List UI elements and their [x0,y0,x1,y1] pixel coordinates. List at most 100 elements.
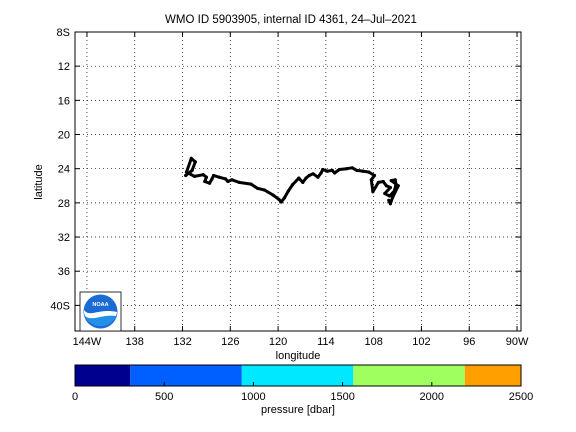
trajectory-point [376,180,380,184]
x-tick-label: 144W [73,336,102,348]
colorbar-label: pressure [dbar] [261,404,335,416]
x-axis-ticks: 144W 138 132 126 120 114 108 102 96 90W [73,32,529,348]
x-tick-label: 108 [364,336,382,348]
trajectory-point [388,202,392,206]
trajectory-point [392,189,396,193]
trajectory-point [350,166,354,170]
trajectory-point [189,156,193,160]
trajectory-point [361,169,365,173]
trajectory-point [301,180,305,184]
y-tick-label: 28 [58,198,70,210]
trajectory-point [330,168,334,172]
y-tick-label: 32 [58,232,70,244]
trajectory-point [391,195,395,199]
colorbar-segment [75,365,131,386]
trajectory-point [262,188,267,192]
y-tick-label: 36 [58,266,70,278]
colorbar-frame [74,364,522,387]
trajectory-point [204,175,208,179]
trajectory-point [384,184,388,188]
colorbar-tick-label: 2000 [420,391,444,403]
trajectory-point [311,172,315,176]
plot-area: 144W 138 132 126 120 114 108 102 96 90W 8S 12 16 20 2… [50,27,529,348]
trajectory-point [307,173,311,178]
trajectory-point [277,197,281,201]
colorbar-tick-label: 1500 [330,391,354,403]
trajectory-point [279,200,283,204]
trajectory-point [226,179,230,184]
trajectory-point [372,173,377,178]
y-tick-label: 20 [58,130,70,142]
x-tick-label: 132 [173,336,191,348]
series-layer [184,156,400,206]
trajectory-point [367,170,371,174]
trajectory-point [394,182,398,186]
trajectory-point [337,167,341,172]
colorbar-segments [75,365,521,386]
trajectory-point [345,167,349,171]
y-tick-label: 8S [57,27,70,39]
trajectory-point [290,183,294,187]
trajectory-point [304,176,308,180]
trajectory-point [355,168,359,172]
logo-text: NOAA [92,302,108,308]
trajectory-point [184,170,189,174]
plot-background [75,32,521,331]
trajectory-point [371,190,375,194]
trajectory-point [190,168,194,172]
trajectory-point [319,171,323,175]
y-axis-label: latitude [33,164,45,199]
trajectory-point [325,169,330,173]
x-tick-label: 102 [412,336,430,348]
y-tick-label: 40S [50,300,70,312]
trajectory-point [297,176,301,180]
colorbar-tick-label: 2500 [509,391,533,403]
trajectory-point [230,178,234,182]
colorbar-tick-label: 0 [72,391,78,403]
trajectory-point [282,196,287,200]
y-tick-label: 16 [58,95,70,107]
trajectory-point [381,179,385,184]
trajectory-point [249,182,253,186]
x-axis-label: longitude [276,350,321,362]
trajectory-point [316,175,320,179]
trajectory-point [237,180,241,184]
colorbar-segment [241,365,354,386]
colorbar: 0 500 1000 1500 2000 2500 pressure [dbar] [72,364,533,416]
trajectory-point [271,193,275,197]
y-tick-label: 12 [58,61,70,73]
trajectory-point [208,181,212,185]
trajectory-point [193,160,197,164]
trajectory-point [210,177,214,181]
plot-frame [74,31,522,332]
trajectory-point [184,173,188,178]
trajectory-point [321,167,325,172]
colorbar-segment [353,365,465,386]
x-tick-label: 96 [463,336,475,348]
trajectory-point [201,173,205,177]
trajectory-point [393,178,397,182]
trajectory-point [387,198,391,202]
trajectory-point [286,189,290,193]
y-tick-label: 24 [58,164,70,176]
colorbar-ticks: 0 500 1000 1500 2000 2500 [72,382,533,403]
trajectory-point [369,178,373,182]
trajectory-point [217,175,221,179]
x-tick-label: 114 [317,336,335,348]
trajectory-point [333,171,337,175]
trajectory-point [389,179,393,183]
x-tick-label: 126 [221,336,239,348]
x-tick-label: 90W [506,336,529,348]
noaa-logo: NOAA [79,291,122,332]
colorbar-segment [464,365,521,386]
trajectory-point [388,185,392,190]
colorbar-tick-label: 1000 [241,391,265,403]
trajectory-point [388,194,392,198]
y-axis-ticks: 8S 12 16 20 24 28 32 36 40S [50,27,521,312]
colorbar-segment [130,365,242,386]
trajectory-point [203,179,207,184]
colorbar-tick-label: 500 [155,391,173,403]
chart-title: WMO ID 5903905, internal ID 4361, 24–Jul… [165,14,417,26]
trajectory-point [223,177,228,181]
